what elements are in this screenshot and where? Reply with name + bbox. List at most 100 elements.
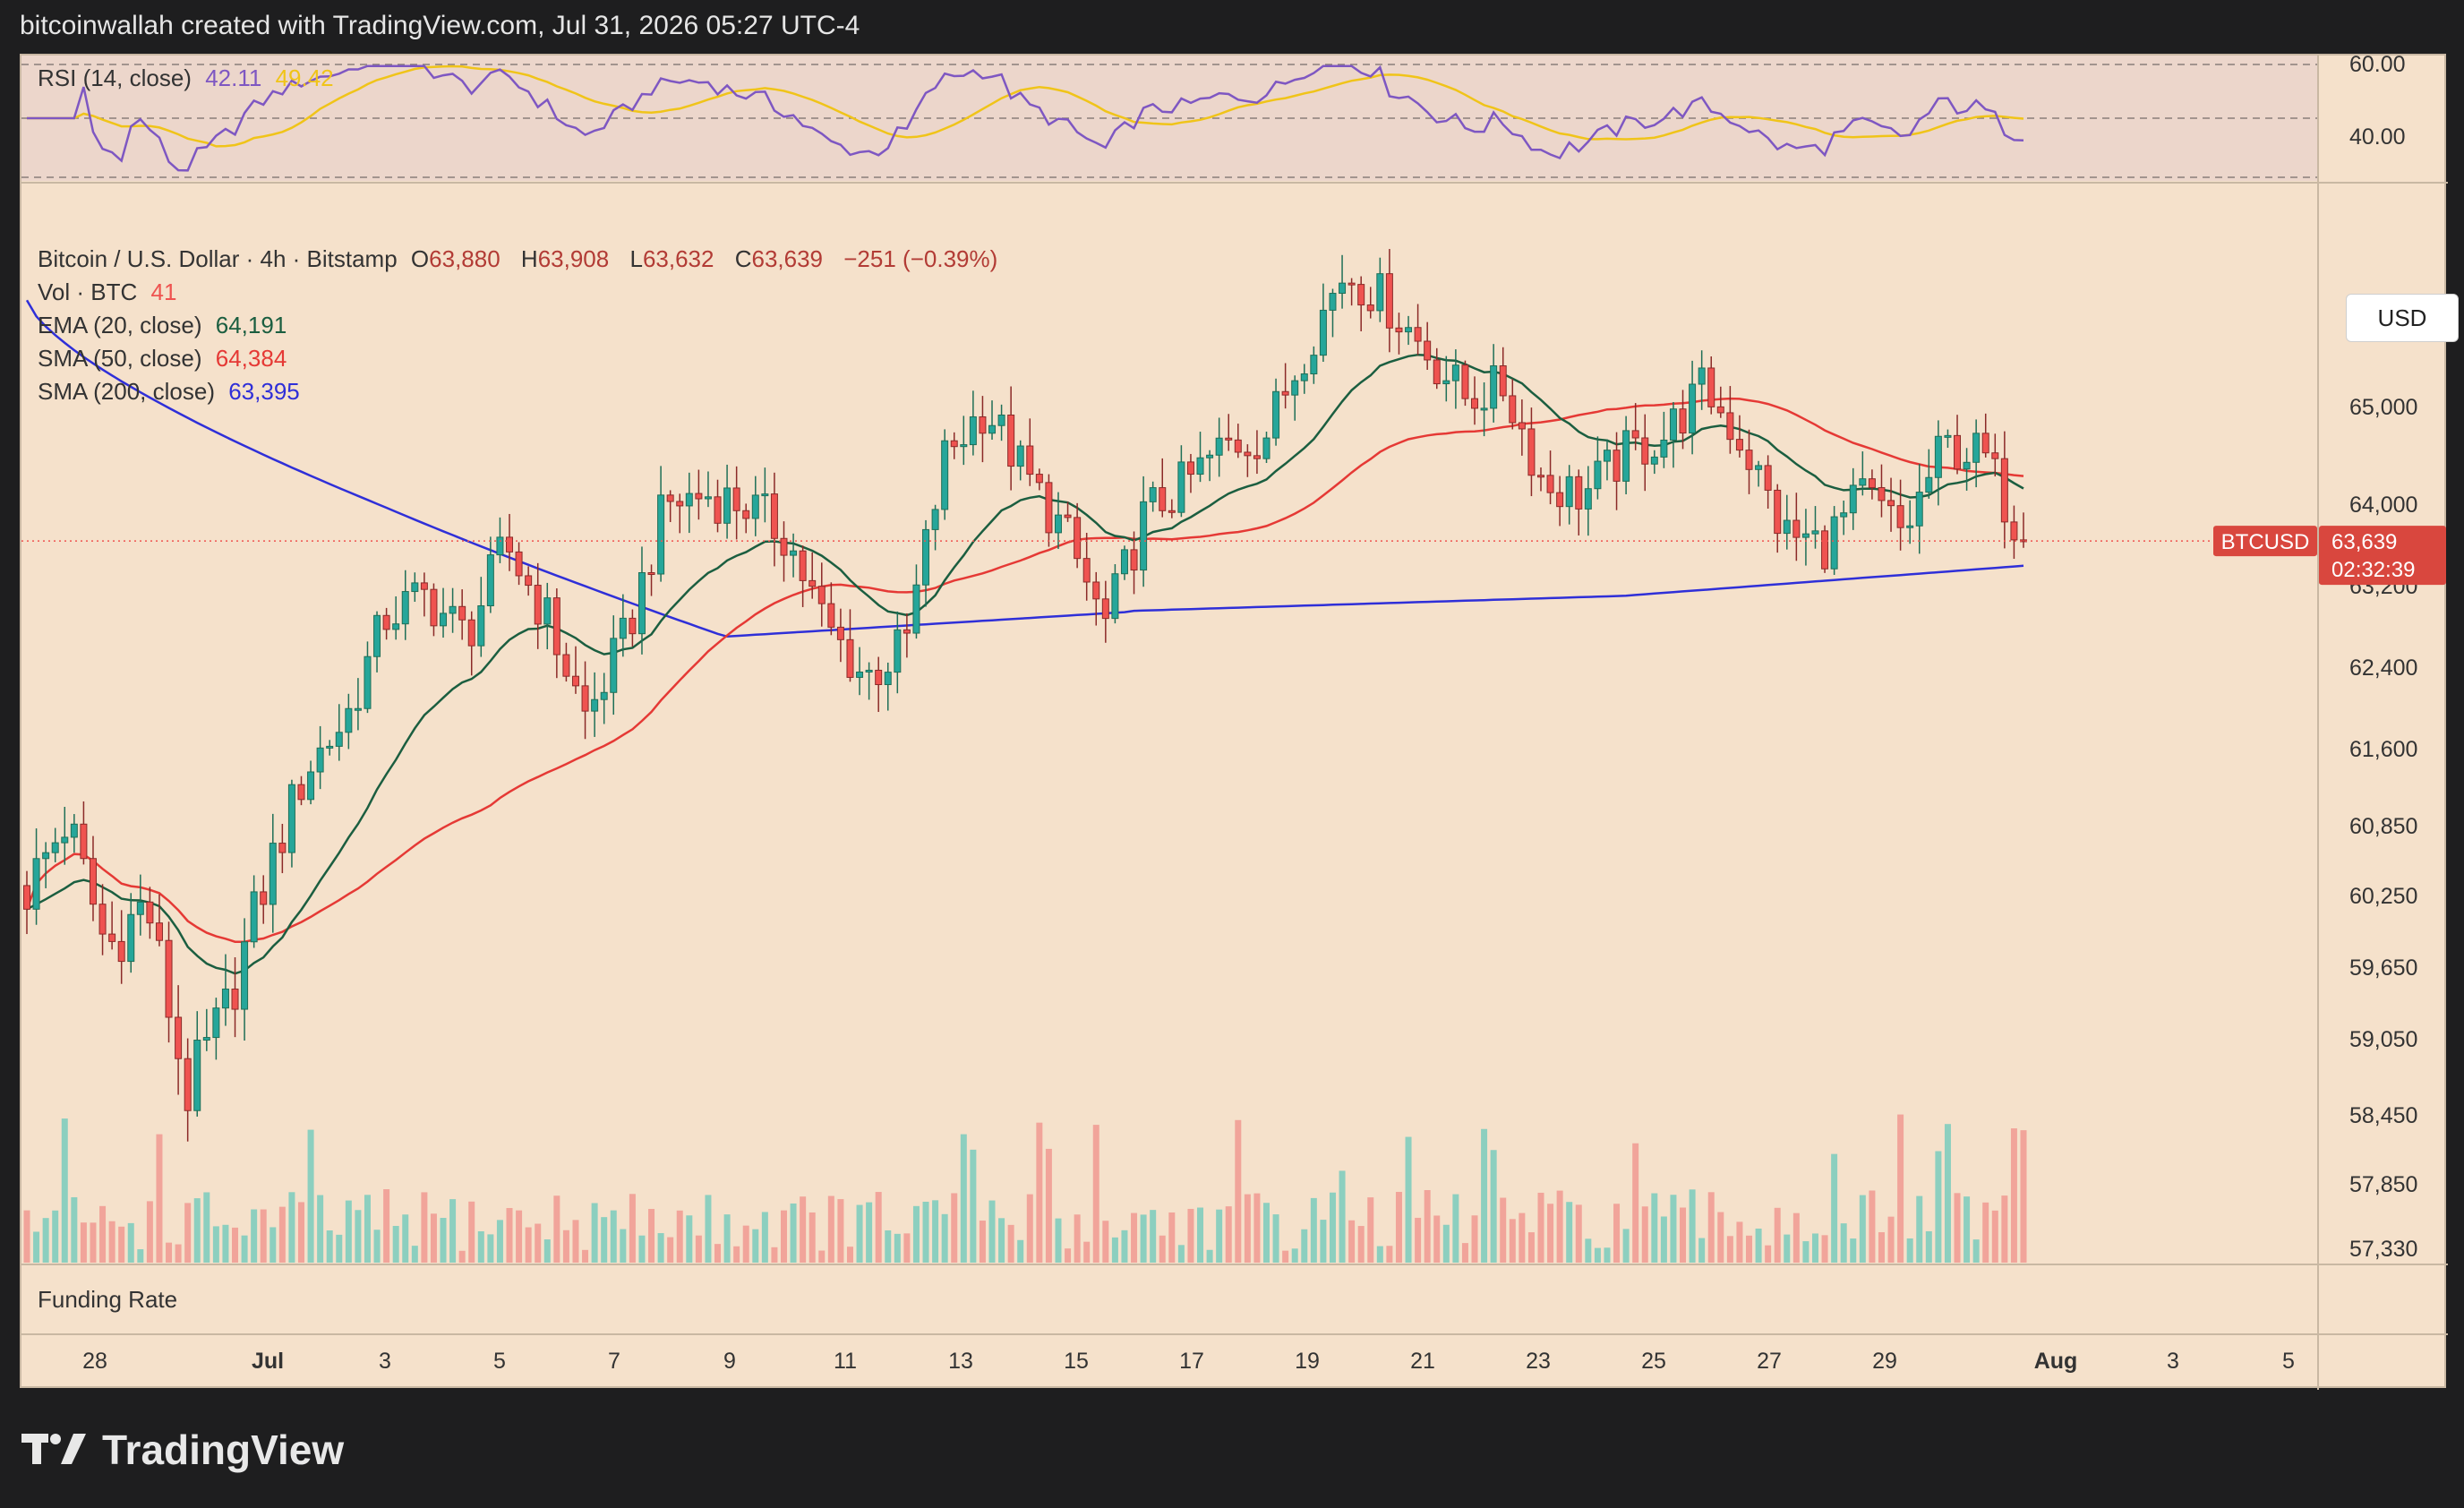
candle-body-49 (486, 554, 494, 606)
price-tag-value: 63,639 (2331, 530, 2397, 554)
price-tick-2: 64,000 (2349, 493, 2417, 518)
candle-body-65 (637, 572, 646, 635)
volume-bar-117 (1131, 1212, 1138, 1263)
candle-body-183 (1755, 465, 1763, 470)
volume-bar-110 (1065, 1248, 1072, 1263)
ema20-line (26, 353, 2024, 975)
chart-frame[interactable]: 66,00065,00064,00063,20062,40061,60060,8… (20, 54, 2459, 1390)
candle-body-31 (316, 747, 324, 773)
volume-bar-36 (364, 1195, 371, 1263)
candle-body-135 (1300, 373, 1308, 381)
rsi-value: 42.11 (205, 64, 262, 91)
candle-body-82 (799, 550, 807, 581)
candle-body-133 (1281, 390, 1289, 396)
volume-bar-201 (1925, 1230, 1932, 1263)
candle-body-94 (912, 584, 920, 634)
volume-bar-56 (553, 1195, 560, 1263)
volume-bar-193 (1850, 1238, 1857, 1263)
volume-bar-88 (856, 1204, 863, 1263)
candle-body-25 (260, 891, 268, 905)
sma50-legend[interactable]: SMA (50, close) 64,384 (38, 345, 294, 373)
candle-body-33 (335, 732, 343, 747)
candle-body-51 (506, 536, 514, 553)
symbol-title: Bitcoin / U.S. Dollar · 4h · Bitstamp (38, 245, 398, 272)
candle-body-20 (212, 1007, 220, 1039)
candle-body-113 (1092, 581, 1100, 600)
candle-body-46 (458, 605, 466, 621)
ema20-legend[interactable]: EMA (20, close) 64,191 (38, 312, 294, 339)
volume-legend[interactable]: Vol · BTC 41 (38, 278, 184, 306)
candle-body-1 (32, 858, 40, 910)
volume-bar-49 (487, 1234, 494, 1263)
volume-bar-133 (1282, 1250, 1289, 1263)
volume-bar-94 (912, 1205, 920, 1263)
candle-body-75 (732, 487, 740, 511)
volume-bar-85 (827, 1195, 834, 1263)
volume-bar-95 (922, 1201, 929, 1263)
candle-body-182 (1745, 450, 1753, 470)
funding-rate-label: Funding Rate (38, 1286, 178, 1313)
price-tick-1: 65,000 (2349, 395, 2417, 420)
candle-body-153 (1471, 398, 1479, 409)
volume-bar-200 (1916, 1195, 1923, 1263)
rsi-legend[interactable]: RSI (14, close) 42.11 49.42 (38, 64, 341, 92)
time-tick-5: 9 (723, 1349, 736, 1374)
candle-body-48 (477, 604, 485, 647)
candle-body-151 (1451, 364, 1459, 381)
candle-body-157 (1509, 395, 1517, 424)
candle-body-93 (903, 629, 911, 634)
candle-body-204 (1954, 434, 1962, 470)
candle-body-53 (525, 575, 533, 587)
sma200-legend[interactable]: SMA (200, close) 63,395 (38, 378, 307, 406)
volume-bar-58 (572, 1220, 579, 1263)
volume-value: 41 (150, 278, 177, 305)
volume-bar-163 (1566, 1202, 1573, 1263)
volume-bar-0 (23, 1210, 30, 1263)
candle-body-12 (136, 901, 144, 915)
volume-bar-72 (705, 1195, 712, 1263)
sma200-value: 63,395 (228, 378, 300, 405)
volume-bar-179 (1717, 1212, 1724, 1263)
symbol-legend[interactable]: Bitcoin / U.S. Dollar · 4h · Bitstamp O6… (38, 245, 1005, 273)
volume-bar-118 (1140, 1214, 1147, 1263)
volume-bar-19 (203, 1192, 210, 1263)
candle-body-161 (1546, 475, 1554, 493)
candle-body-167 (1603, 450, 1611, 462)
candle-body-103 (997, 414, 1005, 426)
candle-body-134 (1291, 380, 1299, 396)
volume-bar-165 (1585, 1238, 1592, 1263)
candle-body-132 (1272, 390, 1280, 439)
time-tick-17: 3 (2167, 1349, 2179, 1374)
candle-body-71 (695, 493, 703, 500)
tradingview-logo[interactable]: TradingView (21, 1426, 344, 1474)
candle-body-180 (1726, 412, 1734, 441)
ohlc-high: H63,908 (520, 245, 610, 272)
volume-bar-199 (1906, 1238, 1913, 1263)
currency-selector[interactable]: USD (2346, 294, 2459, 342)
candle-body-101 (979, 416, 987, 434)
candle-body-137 (1319, 309, 1327, 356)
candle-body-95 (922, 528, 930, 586)
candle-body-159 (1527, 428, 1536, 476)
price-axis: 66,00065,00064,00063,20062,40061,60060,8… (21, 56, 2446, 1262)
candle-body-91 (884, 672, 892, 686)
volume-bar-176 (1689, 1189, 1696, 1263)
candle-body-130 (1253, 455, 1261, 459)
candlestick-chart[interactable]: 66,00065,00064,00063,20062,40061,60060,8… (21, 56, 2448, 1390)
volume-bar-209 (2001, 1195, 2008, 1263)
volume-bar-183 (1755, 1228, 1762, 1263)
volume-bar-32 (326, 1230, 333, 1263)
volume-bar-152 (1461, 1243, 1468, 1263)
candle-body-0 (23, 885, 30, 910)
volume-bar-142 (1367, 1197, 1374, 1263)
volume-bar-87 (846, 1247, 853, 1263)
price-tag-countdown: 02:32:39 (2331, 558, 2415, 582)
price-tick-9: 59,050 (2349, 1027, 2417, 1052)
candle-body-162 (1556, 492, 1564, 508)
candle-body-144 (1385, 273, 1393, 329)
volume-bar-50 (496, 1220, 503, 1263)
candle-body-76 (742, 510, 750, 519)
brand-name: TradingView (102, 1427, 345, 1473)
candle-body-179 (1716, 406, 1724, 414)
volume-bar-120 (1159, 1235, 1166, 1263)
